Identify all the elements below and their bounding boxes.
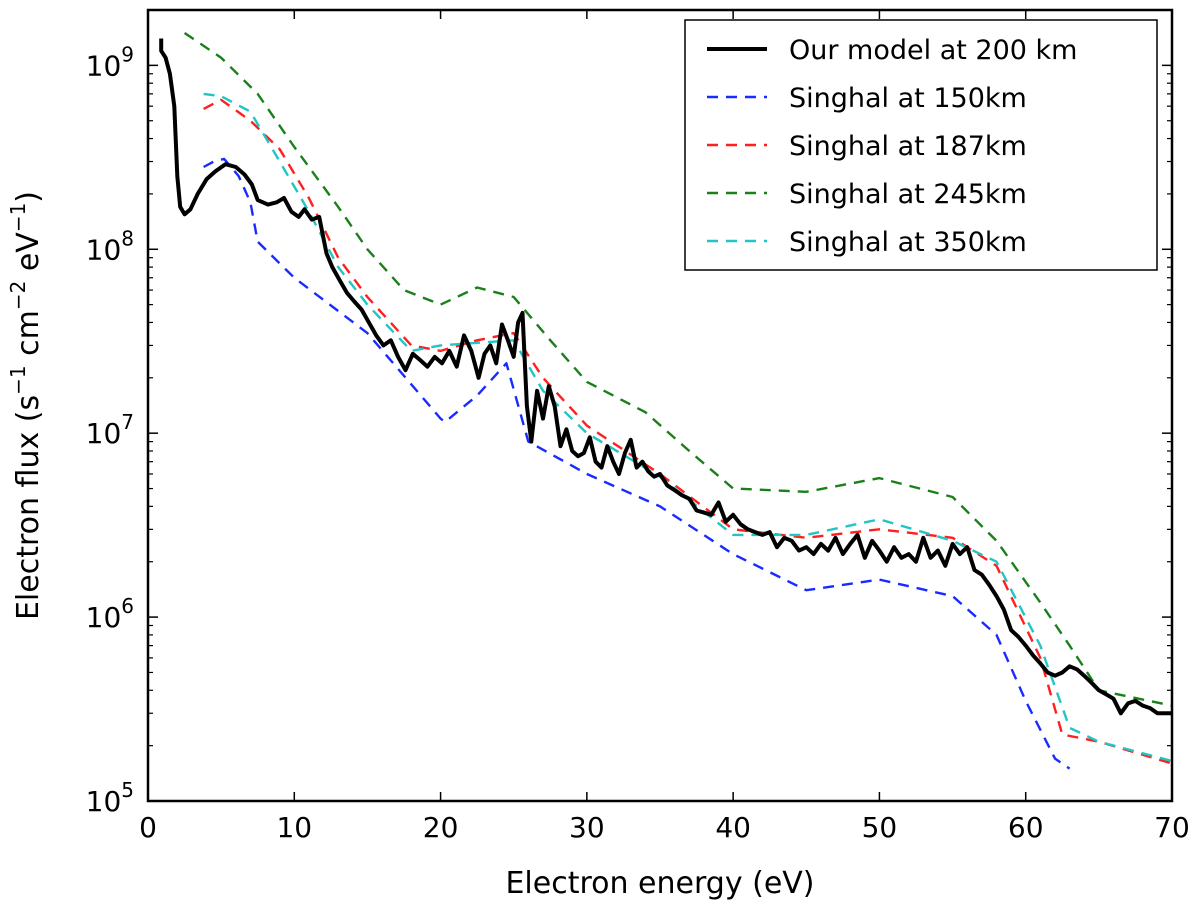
x-tick-label: 60 bbox=[1008, 811, 1044, 844]
y-tick-exponent: 9 bbox=[121, 42, 134, 66]
y-axis-title-part: eV bbox=[11, 232, 46, 281]
y-axis-title-exponent: −2 bbox=[6, 281, 30, 310]
series-line-3 bbox=[183, 32, 1172, 707]
x-tick-label: 70 bbox=[1154, 811, 1190, 844]
y-tick-base: 10 bbox=[86, 233, 122, 266]
y-tick-exponent: 5 bbox=[121, 778, 134, 802]
series-line-0 bbox=[159, 38, 1172, 716]
y-tick-exponent: 7 bbox=[121, 410, 134, 434]
legend-box bbox=[684, 19, 1158, 271]
series-line-4 bbox=[203, 92, 1172, 763]
legend-label: Singhal at 350km bbox=[789, 227, 1027, 258]
x-tick-label: 20 bbox=[423, 811, 459, 844]
legend-label: Singhal at 187km bbox=[789, 131, 1027, 162]
y-tick-label: 109 bbox=[86, 42, 134, 82]
y-tick-exponent: 8 bbox=[121, 226, 134, 250]
y-tick-exponent: 6 bbox=[121, 594, 134, 618]
x-tick-label: 50 bbox=[862, 811, 898, 844]
x-tick-label: 30 bbox=[569, 811, 605, 844]
series-layer bbox=[159, 32, 1172, 770]
x-tick-label: 40 bbox=[715, 811, 751, 844]
y-axis-title-exponent: −1 bbox=[6, 365, 30, 394]
y-tick-base: 10 bbox=[86, 601, 122, 634]
y-tick-base: 10 bbox=[86, 417, 122, 450]
y-tick-label: 105 bbox=[86, 778, 134, 818]
x-tick-label: 0 bbox=[139, 811, 157, 844]
series-line-1 bbox=[203, 157, 1071, 770]
y-axis-title-part: Electron flux (s bbox=[11, 395, 46, 620]
y-axis-title-exponent: −1 bbox=[6, 203, 30, 232]
y-tick-label: 107 bbox=[86, 410, 134, 450]
y-axis-title-part: ) bbox=[11, 191, 46, 203]
y-axis-title: Electron flux (s−1 cm−2 eV−1) bbox=[6, 191, 46, 620]
y-tick-base: 10 bbox=[86, 785, 122, 818]
x-axis-title: Electron energy (eV) bbox=[505, 866, 814, 901]
legend: Our model at 200 km Singhal at 150km Singh… bbox=[684, 19, 1158, 271]
series-line-2 bbox=[203, 98, 1172, 765]
x-tick-label: 10 bbox=[276, 811, 312, 844]
legend-label: Singhal at 150km bbox=[789, 83, 1027, 114]
y-tick-label: 108 bbox=[86, 226, 134, 266]
y-tick-base: 10 bbox=[86, 49, 122, 82]
legend-label: Singhal at 245km bbox=[789, 179, 1027, 210]
plot-frame bbox=[146, 8, 1174, 803]
y-axis-title-part: cm bbox=[11, 310, 46, 365]
y-tick-label: 106 bbox=[86, 594, 134, 634]
legend-label: Our model at 200 km bbox=[789, 35, 1077, 66]
